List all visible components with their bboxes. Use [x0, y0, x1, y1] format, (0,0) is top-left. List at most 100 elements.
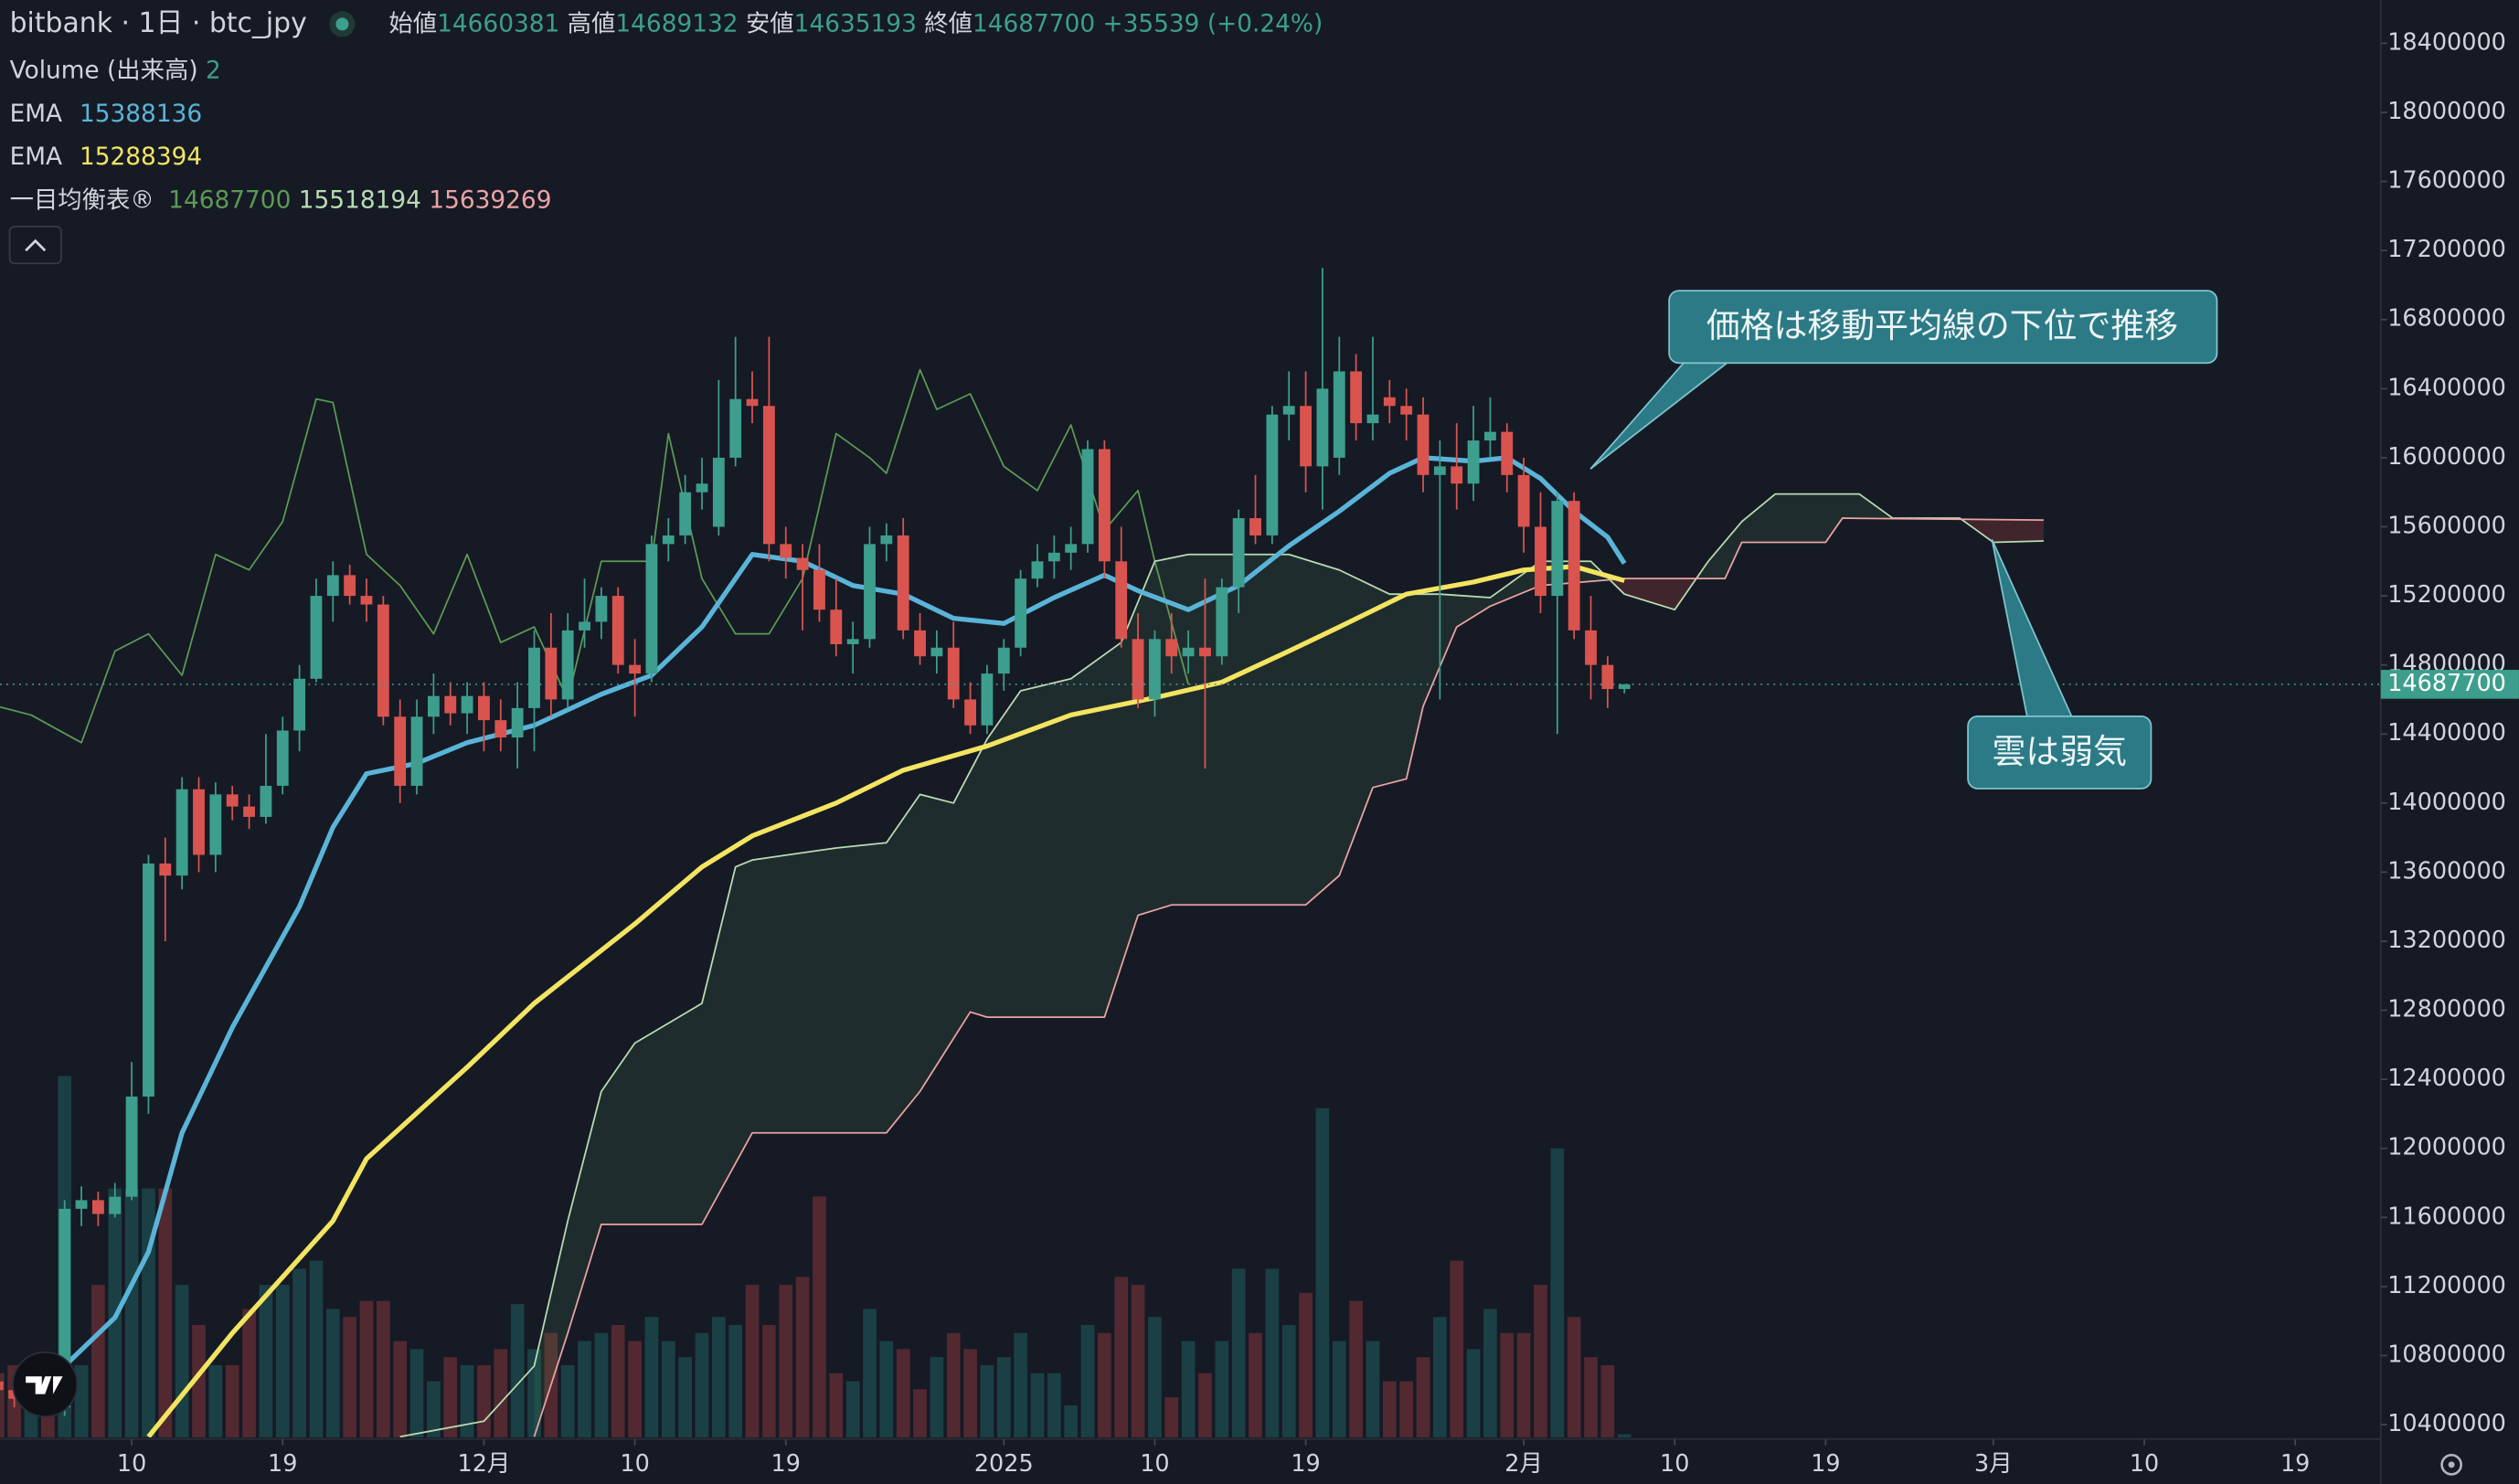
candle-body	[1182, 647, 1195, 657]
ema-legend: EMA 15388136	[10, 100, 203, 127]
x-tick-label: 19	[1811, 1450, 1840, 1478]
volume-bar	[1181, 1341, 1196, 1438]
ema-value: 15288394	[80, 143, 202, 171]
x-tick-label: 19	[268, 1450, 297, 1478]
x-tick-label: 2月	[1504, 1450, 1543, 1478]
volume-bar	[1483, 1309, 1497, 1438]
settings-icon[interactable]	[2440, 1454, 2462, 1476]
candle-body	[159, 863, 172, 876]
settings-icon-center	[2448, 1461, 2455, 1468]
ema-value: 15388136	[80, 100, 202, 127]
volume-bar	[1600, 1364, 1615, 1438]
volume-bar	[1315, 1108, 1330, 1438]
volume-label: Volume (出来高)	[10, 57, 198, 84]
volume-bar	[1030, 1373, 1045, 1438]
volume-bar	[712, 1317, 726, 1438]
candle-body	[1484, 431, 1496, 441]
candle-body	[746, 398, 759, 407]
volume-bar	[578, 1341, 591, 1438]
candle-body	[1400, 406, 1413, 415]
candle-body	[444, 695, 457, 714]
candle-body	[293, 678, 306, 731]
volume-value: 2	[206, 57, 221, 84]
change-value: +35539 (+0.24%)	[1103, 10, 1323, 37]
y-tick-label: 11600000	[2387, 1203, 2506, 1230]
y-tick-label: 16400000	[2387, 374, 2506, 401]
volume-bar	[661, 1341, 675, 1438]
ohlc-legend: 始値14660381 高値14689132 安値14635193 終値14687…	[388, 10, 1323, 37]
candle-body	[864, 544, 876, 640]
candle-body	[143, 863, 154, 1097]
volume-bar	[1550, 1148, 1565, 1438]
candle-body	[729, 398, 742, 458]
low-label: 安値	[746, 10, 794, 37]
volume-bar	[795, 1277, 810, 1438]
volume-bar	[1299, 1292, 1313, 1438]
volume-bar	[325, 1309, 340, 1438]
volume-bar	[192, 1325, 206, 1438]
candle-body	[175, 789, 188, 876]
open-label: 始値	[388, 10, 437, 37]
volume-bar	[343, 1317, 356, 1438]
x-tick-label: 3月	[1974, 1450, 2013, 1478]
candle-body	[511, 707, 524, 738]
x-tick-label: 10	[2130, 1450, 2159, 1478]
high-label: 高値	[568, 10, 616, 37]
volume-bar	[1399, 1381, 1414, 1438]
candle-body	[1568, 501, 1580, 631]
volume-bar	[259, 1285, 273, 1438]
candle-body	[1149, 639, 1161, 700]
y-tick-label: 13600000	[2387, 857, 2506, 885]
candle-body	[109, 1196, 122, 1214]
y-tick-label: 18000000	[2387, 98, 2506, 125]
volume-bar	[494, 1349, 508, 1438]
volume-bar	[1500, 1332, 1515, 1438]
volume-bar	[1148, 1317, 1162, 1438]
volume-bar	[963, 1349, 977, 1438]
low-value: 14635193	[794, 10, 917, 37]
volume-bar	[0, 1373, 5, 1438]
close-value: 14687700	[973, 10, 1095, 37]
y-tick-label: 11200000	[2387, 1272, 2506, 1299]
candle-body	[461, 695, 473, 714]
volume-bar	[477, 1364, 491, 1438]
cloud	[1699, 493, 1964, 579]
volume-bar	[728, 1325, 743, 1438]
candle-body	[1132, 639, 1144, 700]
volume-bar	[208, 1364, 223, 1438]
candle-body	[1015, 578, 1027, 648]
volume-bar	[845, 1381, 860, 1438]
candle-body	[410, 716, 423, 786]
high-value: 14689132	[615, 10, 738, 37]
candle-body	[595, 596, 608, 622]
volume-bar	[913, 1389, 927, 1438]
indicator-line	[533, 517, 2044, 1437]
candle-body	[712, 457, 725, 527]
x-tick-label: 19	[2280, 1450, 2310, 1478]
volume-bar	[175, 1285, 189, 1438]
candle-body	[796, 557, 809, 570]
callout-text: 価格は移動平均線の下位で推移	[1706, 306, 2178, 345]
axes: 10400000 10800000 11200000 11600000 12000000…	[117, 28, 2519, 1478]
volume-bar	[124, 1188, 139, 1438]
close-label: 終値	[924, 10, 973, 37]
volume-bar	[980, 1364, 994, 1438]
volume-bar	[1064, 1404, 1079, 1438]
candle-body	[1366, 414, 1379, 424]
volume-bar	[1131, 1285, 1145, 1438]
candle-body	[344, 575, 356, 597]
ichimoku-value: 15518194	[299, 186, 421, 214]
y-tick-label: 12000000	[2387, 1134, 2506, 1161]
candle-body	[579, 621, 590, 631]
y-tick-label: 16000000	[2387, 443, 2506, 471]
candle-body	[1266, 414, 1279, 535]
candle-body	[0, 1381, 4, 1391]
volume-bar	[1584, 1357, 1598, 1438]
candle-body	[780, 544, 792, 558]
volume-bar	[1249, 1332, 1262, 1438]
candle-body	[1098, 449, 1111, 562]
collapse-button[interactable]	[8, 225, 62, 265]
callout-box	[1967, 716, 2152, 790]
volume-bar	[628, 1341, 642, 1438]
